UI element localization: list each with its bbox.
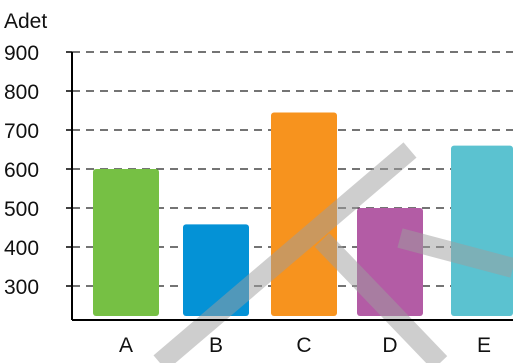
x-tick-label: D	[382, 334, 397, 357]
watermark-stroke-b	[314, 233, 448, 363]
y-tick-label: 500	[4, 198, 39, 221]
watermark	[153, 142, 513, 363]
watermark-stroke-a	[153, 142, 417, 363]
y-tick-label: 800	[4, 81, 39, 104]
y-tick-label: 900	[4, 42, 39, 65]
y-tick-labels: 300 400 500 600 700 800 900	[4, 42, 39, 299]
x-tick-labels: A B C D E	[119, 334, 491, 357]
y-tick-label: 700	[4, 120, 39, 143]
y-tick-label: 300	[4, 276, 39, 299]
bar-a	[93, 169, 159, 316]
x-tick-label: E	[477, 334, 491, 357]
x-tick-label: C	[296, 334, 311, 357]
bar-e	[451, 145, 513, 316]
x-tick-label: B	[209, 334, 223, 357]
y-axis-label: Adet	[4, 10, 47, 33]
y-tick-label: 600	[4, 159, 39, 182]
x-tick-label: A	[119, 334, 133, 357]
y-tick-label: 400	[4, 237, 39, 260]
watermark-stroke-c	[397, 228, 513, 278]
